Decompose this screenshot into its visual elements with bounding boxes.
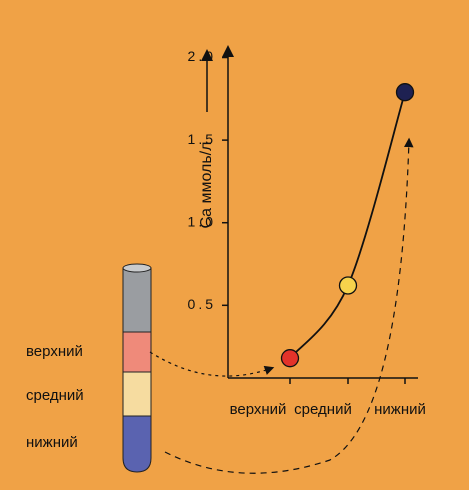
point: [282, 350, 299, 367]
y-tick-label: 1.5: [188, 131, 216, 147]
tube-label: средний: [26, 387, 84, 404]
y-tick-label: 1.0: [188, 213, 216, 229]
page: Ca ммоль/л 0.51.01.52.0верхнийсреднийниж…: [0, 0, 469, 490]
tube: [123, 264, 151, 472]
chart: Ca ммоль/л 0.51.01.52.0верхнийсреднийниж…: [0, 0, 469, 490]
tube-label: нижний: [26, 434, 78, 451]
x-tick-label: верхний: [230, 401, 287, 418]
tube-label: верхний: [26, 343, 83, 360]
point: [397, 84, 414, 101]
x-tick-label: нижний: [374, 401, 426, 418]
point: [340, 277, 357, 294]
y-tick-label: 2.0: [188, 48, 216, 64]
x-tick-label: средний: [294, 401, 352, 418]
y-tick-label: 0.5: [188, 296, 216, 312]
